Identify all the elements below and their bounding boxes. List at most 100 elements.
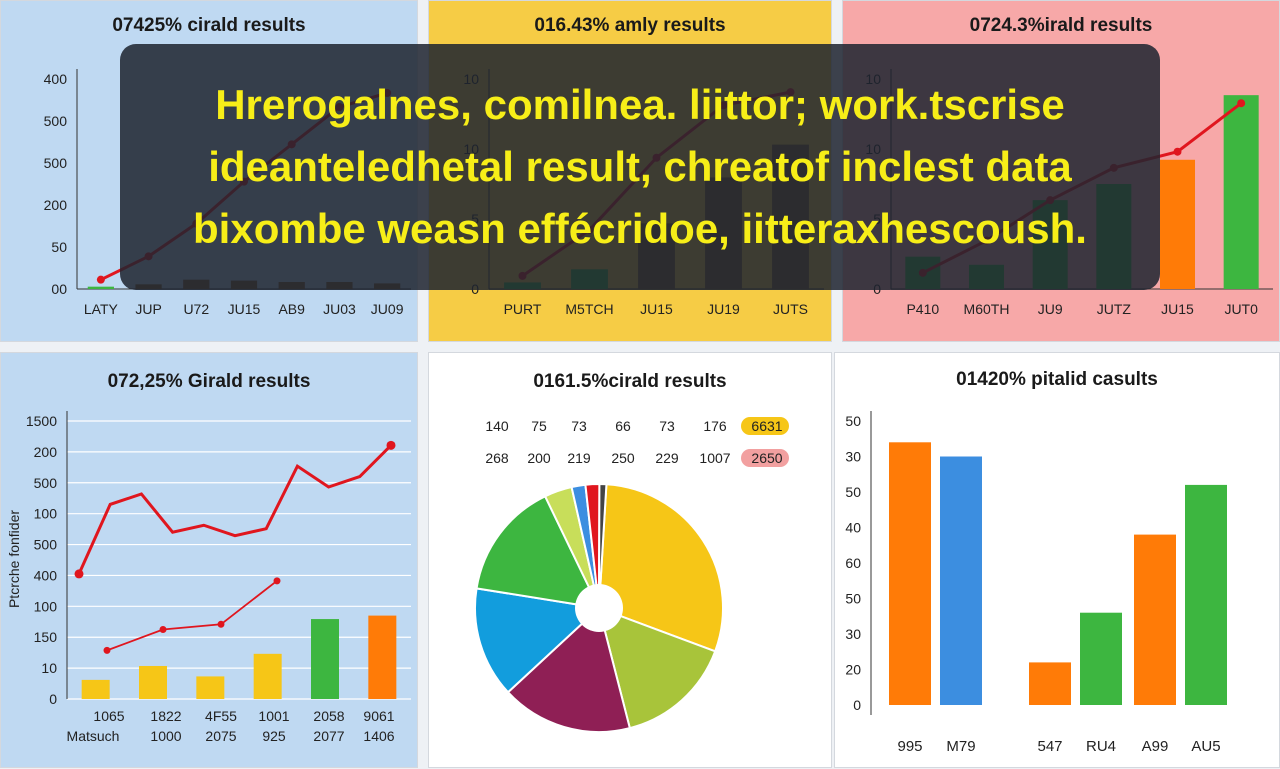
table-cell: 2650	[751, 450, 782, 466]
chart-4-title: 072,25% Girald results	[107, 371, 311, 392]
bar	[1185, 484, 1227, 705]
x-tick-label: M79	[946, 738, 975, 755]
bar	[81, 679, 110, 699]
line-point	[386, 440, 396, 450]
x-tick-label: JU19	[707, 301, 740, 317]
bar	[1223, 95, 1259, 290]
table-cell: 75	[531, 418, 547, 434]
x-tick-label: JU09	[371, 301, 404, 317]
table-cell: 6631	[751, 418, 782, 434]
table-cell: 176	[703, 418, 727, 434]
y-tick-label: 0	[49, 691, 57, 707]
x-tick-label: JUT0	[1224, 301, 1258, 317]
x-tick-label: 1000	[150, 728, 181, 744]
y-axis-title: Ptcrche fonfider	[6, 510, 22, 608]
pie-hole	[575, 584, 623, 632]
table-cell: 200	[527, 450, 551, 466]
x-tick-label: U72	[183, 301, 209, 317]
x-tick-label: 995	[897, 738, 922, 755]
table-badge	[741, 449, 789, 467]
line-point	[217, 620, 225, 628]
x-tick-label: M60TH	[964, 301, 1010, 317]
pie-slice	[474, 587, 602, 694]
x-tick-label: JUTS	[773, 301, 808, 317]
chart-5-title: 0161.5%cirald results	[533, 371, 727, 392]
y-tick-label: 400	[34, 567, 58, 583]
caption-line-3: bixombe weasn effécridoe, iitteraxhescou…	[193, 205, 1087, 252]
y-tick-label: 50	[845, 484, 861, 500]
y-tick-label: 500	[34, 475, 58, 491]
y-tick-label: 200	[34, 444, 58, 460]
x-tick-label: JU03	[323, 301, 356, 317]
caption-line-2: ideanteledhetal result, chreatof inclest…	[208, 143, 1072, 190]
bar	[1080, 612, 1122, 705]
y-tick-label: 60	[845, 555, 861, 571]
pie-slice	[475, 494, 601, 610]
bar	[311, 619, 339, 699]
pie-slice	[597, 483, 724, 653]
series-line-2	[106, 580, 278, 652]
pie-slice	[598, 482, 608, 609]
y-tick-label: 50	[51, 239, 67, 255]
y-tick-label: 30	[845, 449, 861, 465]
x-tick-label: Matsuch	[67, 728, 120, 744]
x-tick-label: 1822	[150, 708, 181, 724]
x-tick-label: 4F55	[205, 708, 237, 724]
pie-slice	[506, 606, 632, 733]
table-cell: 268	[485, 450, 509, 466]
y-tick-label: 500	[44, 113, 68, 129]
series-line	[77, 444, 393, 575]
y-tick-label: 400	[44, 71, 68, 87]
line-point	[273, 577, 281, 585]
x-tick-label: 1406	[363, 728, 394, 744]
bar	[940, 456, 982, 705]
x-tick-label: RU4	[1086, 738, 1116, 755]
chart-panel-5: 0161.5%cirald results 140 75 73 66 73 176 6631…	[428, 352, 832, 768]
x-tick-label: JU15	[228, 301, 261, 317]
line-point	[1237, 99, 1246, 108]
x-tick-label: PURT	[504, 301, 542, 317]
chart-6-plot: 50 30 50 40 60 50 30 20 0 995 M79 547 RU4 A99 AU5	[845, 411, 1227, 755]
line-point	[159, 626, 167, 633]
y-tick-label: 40	[845, 520, 861, 536]
bar	[139, 665, 167, 699]
table-cell: 219	[567, 450, 591, 466]
y-tick-label: 0	[853, 697, 861, 713]
chart-2-title: 016.43% amly results	[534, 15, 726, 36]
line-point	[74, 569, 84, 579]
table-badge	[741, 417, 789, 435]
y-tick-label: 150	[34, 629, 58, 645]
line-point	[96, 275, 105, 284]
line-point	[1173, 147, 1182, 156]
x-tick-label: 925	[262, 728, 286, 744]
y-tick-label: 20	[845, 662, 861, 678]
x-tick-label: JU15	[1161, 301, 1194, 317]
table-cell: 66	[615, 418, 631, 434]
chart-3-title: 0724.3%irald results	[969, 15, 1153, 36]
x-tick-label: JUP	[135, 301, 161, 317]
bar	[368, 615, 397, 699]
y-tick-label: 100	[34, 598, 58, 614]
chart-6-title: 01420% pitalid casults	[956, 369, 1158, 390]
table-cell: 140	[485, 418, 509, 434]
chart-1-title: 07425% cirald results	[112, 15, 306, 36]
x-tick-label: 1065	[93, 708, 124, 724]
x-tick-label: 2075	[205, 728, 236, 744]
pie-slice	[597, 606, 717, 730]
table-cell: 1007	[699, 450, 730, 466]
y-tick-label: 00	[51, 281, 67, 297]
table-cell: 73	[571, 418, 587, 434]
line-point	[103, 646, 111, 654]
y-tick-label: 50	[845, 591, 861, 607]
y-tick-label: 200	[44, 197, 68, 213]
caption-line-1: Hrerogalnes, comilnea. liittor; work.tsc…	[215, 81, 1065, 128]
y-tick-label: 10	[41, 660, 57, 676]
x-tick-label: JU9	[1038, 301, 1063, 317]
bar	[1029, 662, 1071, 705]
x-tick-label: JUTZ	[1097, 301, 1132, 317]
bar	[1159, 159, 1196, 289]
y-tick-label: 500	[34, 537, 58, 553]
bar	[1134, 534, 1176, 705]
y-tick-label: 500	[44, 155, 68, 171]
